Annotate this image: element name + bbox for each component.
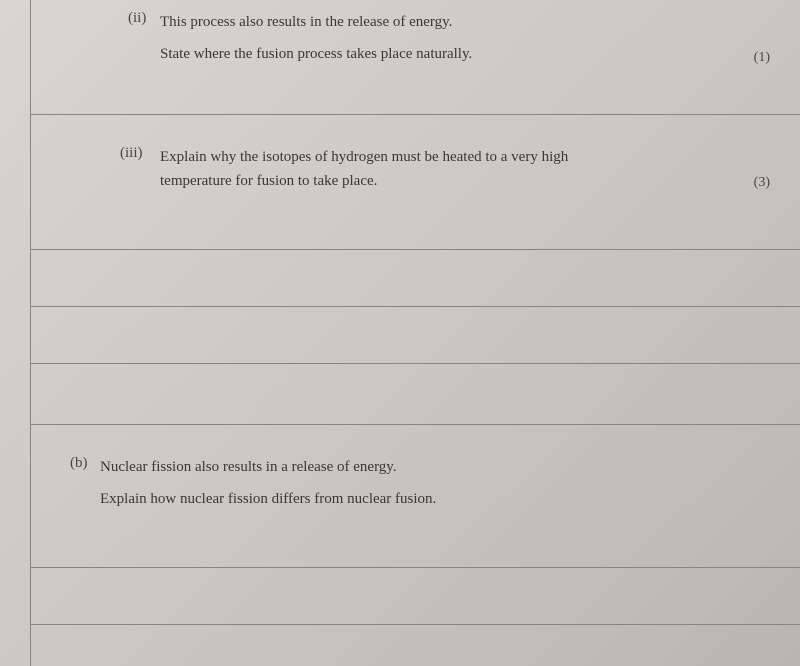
question-iii: (iii) Explain why the isotopes of hydrog… xyxy=(30,115,800,193)
exam-page: (ii) This process also results in the re… xyxy=(0,0,800,666)
answer-space xyxy=(30,66,800,114)
question-iii-text-line1: Explain why the isotopes of hydrogen mus… xyxy=(160,145,760,169)
answer-space xyxy=(30,364,800,424)
rule-line xyxy=(30,624,800,625)
marks-ii: (1) xyxy=(754,50,770,66)
question-ii-text-line2: State where the fusion process takes pla… xyxy=(160,42,760,66)
question-numeral-iii: (iii) xyxy=(120,145,143,162)
question-b-text-line1: Nuclear fission also results in a releas… xyxy=(100,455,760,479)
question-numeral-b: (b) xyxy=(70,455,88,472)
answer-space xyxy=(30,193,800,249)
question-numeral-ii: (ii) xyxy=(128,10,146,27)
answer-space xyxy=(30,307,800,363)
question-ii: (ii) This process also results in the re… xyxy=(30,0,800,66)
answer-space xyxy=(30,568,800,624)
question-iii-text-line2: temperature for fusion to take place. xyxy=(160,169,760,193)
answer-space xyxy=(30,511,800,567)
margin-rule xyxy=(30,0,31,666)
question-b: (b) Nuclear fission also results in a re… xyxy=(30,425,800,511)
question-ii-text-line1: This process also results in the release… xyxy=(160,10,760,34)
answer-space xyxy=(30,250,800,306)
question-b-text-line2: Explain how nuclear fission differs from… xyxy=(100,487,760,511)
marks-iii: (3) xyxy=(754,175,770,191)
